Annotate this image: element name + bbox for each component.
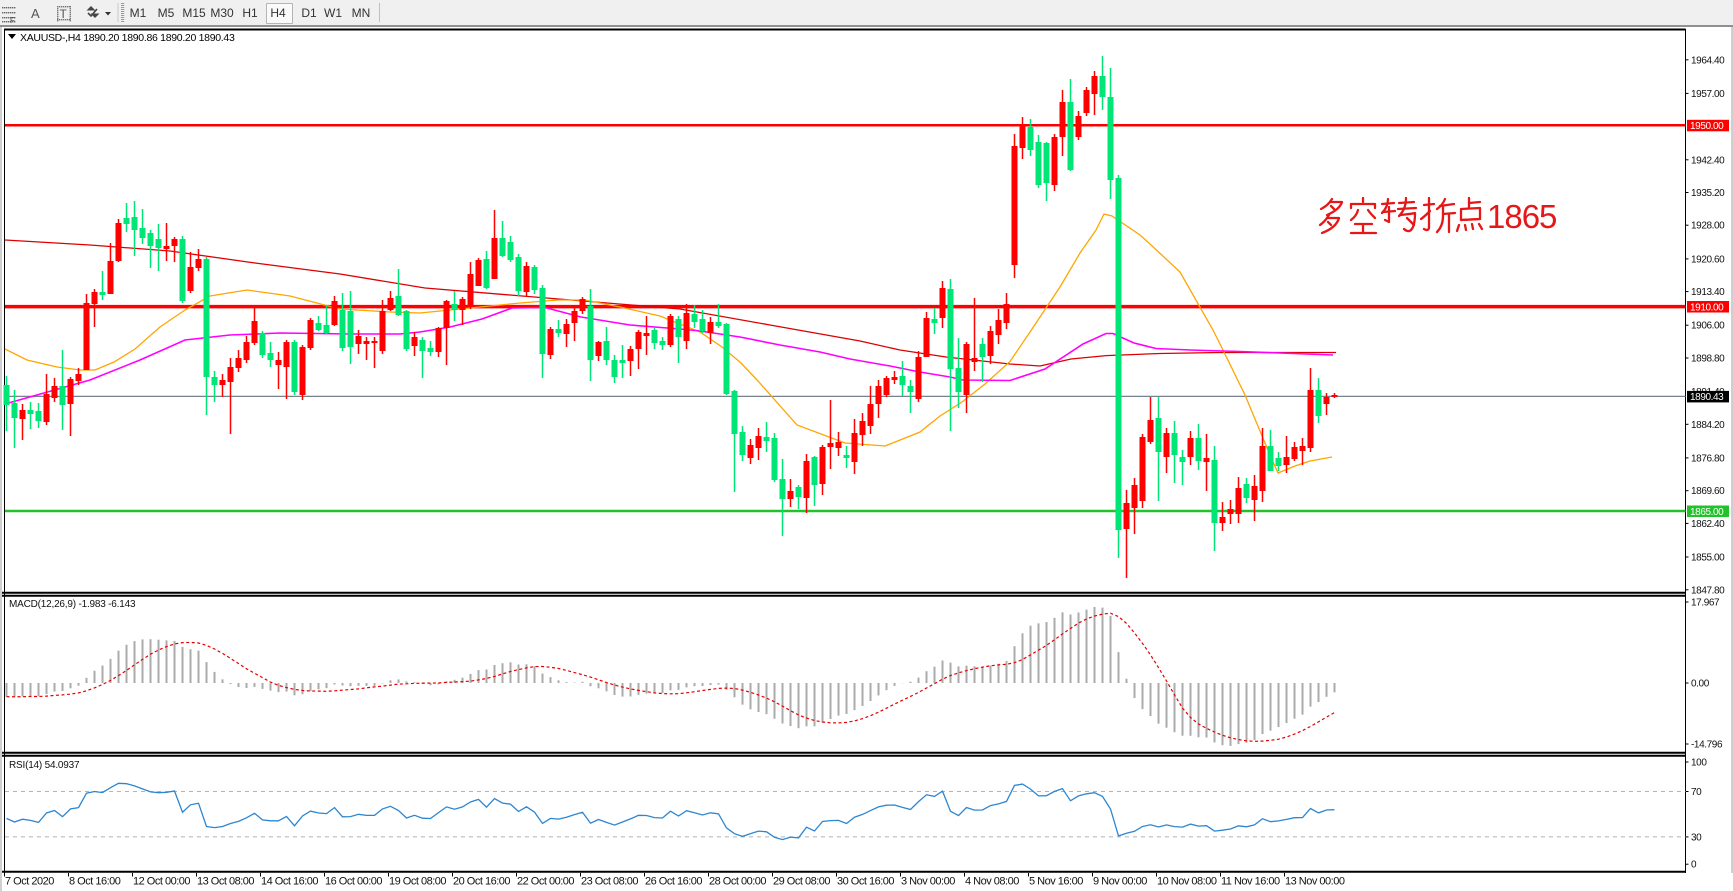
svg-text:0.00: 0.00 — [1691, 679, 1710, 690]
svg-text:16 Oct 00:00: 16 Oct 00:00 — [325, 876, 382, 888]
svg-text:1920.60: 1920.60 — [1691, 254, 1725, 265]
svg-text:XAUUSD-,H4 1890.20 1890.86 18: XAUUSD-,H4 1890.20 1890.86 1890.20 1890.… — [20, 32, 235, 44]
svg-text:1876.80: 1876.80 — [1691, 453, 1725, 464]
svg-text:7 Oct 2020: 7 Oct 2020 — [5, 876, 54, 888]
svg-text:17.967: 17.967 — [1691, 598, 1720, 609]
svg-text:14 Oct 16:00: 14 Oct 16:00 — [261, 876, 318, 888]
svg-text:1950.00: 1950.00 — [1690, 121, 1724, 132]
svg-text:5 Nov 16:00: 5 Nov 16:00 — [1029, 876, 1083, 888]
svg-text:1869.60: 1869.60 — [1691, 486, 1725, 497]
svg-text:1928.00: 1928.00 — [1691, 221, 1725, 232]
svg-text:13 Nov 00:00: 13 Nov 00:00 — [1285, 876, 1345, 888]
svg-text:1906.00: 1906.00 — [1691, 321, 1725, 332]
svg-text:1847.80: 1847.80 — [1691, 585, 1725, 596]
svg-text:1884.20: 1884.20 — [1691, 420, 1725, 431]
svg-text:8 Oct 16:00: 8 Oct 16:00 — [69, 876, 121, 888]
svg-text:A: A — [31, 6, 40, 21]
svg-text:13 Oct 08:00: 13 Oct 08:00 — [197, 876, 254, 888]
svg-text:1942.40: 1942.40 — [1691, 155, 1725, 166]
svg-text:12 Oct 00:00: 12 Oct 00:00 — [133, 876, 190, 888]
svg-text:9 Nov 00:00: 9 Nov 00:00 — [1093, 876, 1147, 888]
svg-text:T: T — [60, 7, 68, 21]
svg-text:1855.00: 1855.00 — [1691, 553, 1725, 564]
svg-text:3 Nov 00:00: 3 Nov 00:00 — [901, 876, 955, 888]
svg-text:1935.20: 1935.20 — [1691, 188, 1725, 199]
svg-text:-14.796: -14.796 — [1691, 740, 1723, 751]
svg-text:1862.40: 1862.40 — [1691, 519, 1725, 530]
svg-text:30 Oct 16:00: 30 Oct 16:00 — [837, 876, 894, 888]
svg-text:10 Nov 08:00: 10 Nov 08:00 — [1157, 876, 1217, 888]
svg-text:22 Oct 00:00: 22 Oct 00:00 — [517, 876, 574, 888]
svg-text:11 Nov 16:00: 11 Nov 16:00 — [1221, 876, 1280, 888]
svg-text:RSI(14) 54.0937: RSI(14) 54.0937 — [9, 760, 80, 771]
svg-text:1913.40: 1913.40 — [1691, 287, 1725, 298]
svg-text:1865: 1865 — [1487, 198, 1556, 235]
svg-text:1898.80: 1898.80 — [1691, 354, 1725, 365]
svg-text:F: F — [10, 16, 15, 25]
svg-text:26 Oct 16:00: 26 Oct 16:00 — [645, 876, 702, 888]
svg-text:1890.43: 1890.43 — [1690, 392, 1724, 403]
svg-text:1865.00: 1865.00 — [1690, 507, 1724, 518]
svg-text:28 Oct 00:00: 28 Oct 00:00 — [709, 876, 766, 888]
svg-text:23 Oct 08:00: 23 Oct 08:00 — [581, 876, 638, 888]
svg-text:1964.40: 1964.40 — [1691, 55, 1725, 66]
svg-text:4 Nov 08:00: 4 Nov 08:00 — [965, 876, 1019, 888]
svg-text:29 Oct 08:00: 29 Oct 08:00 — [773, 876, 830, 888]
svg-text:1957.00: 1957.00 — [1691, 89, 1725, 100]
svg-text:100: 100 — [1691, 758, 1707, 769]
svg-text:30: 30 — [1691, 832, 1702, 843]
svg-text:1910.00: 1910.00 — [1690, 302, 1724, 313]
svg-text:19 Oct 08:00: 19 Oct 08:00 — [389, 876, 446, 888]
svg-text:MACD(12,26,9) -1.983 -6.143: MACD(12,26,9) -1.983 -6.143 — [9, 599, 136, 610]
svg-text:0: 0 — [1691, 860, 1697, 871]
svg-text:70: 70 — [1691, 787, 1702, 798]
svg-text:20 Oct 16:00: 20 Oct 16:00 — [453, 876, 510, 888]
